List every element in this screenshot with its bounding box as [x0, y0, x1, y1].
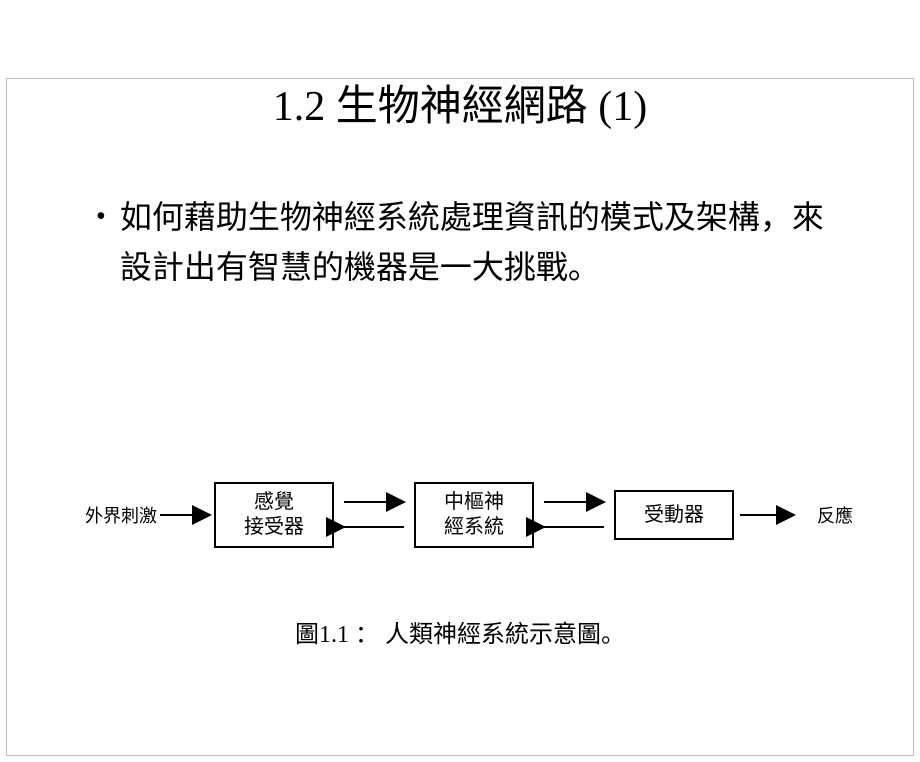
slide-frame: [6, 78, 914, 756]
diagram-arrows: [0, 472, 920, 582]
nervous-system-diagram: 外界刺激 感覺 接受器 中樞神 經系統 受動器 反應: [0, 472, 920, 582]
figure-caption: 圖1.1 ： 人類神經系統示意圖。: [0, 614, 920, 649]
